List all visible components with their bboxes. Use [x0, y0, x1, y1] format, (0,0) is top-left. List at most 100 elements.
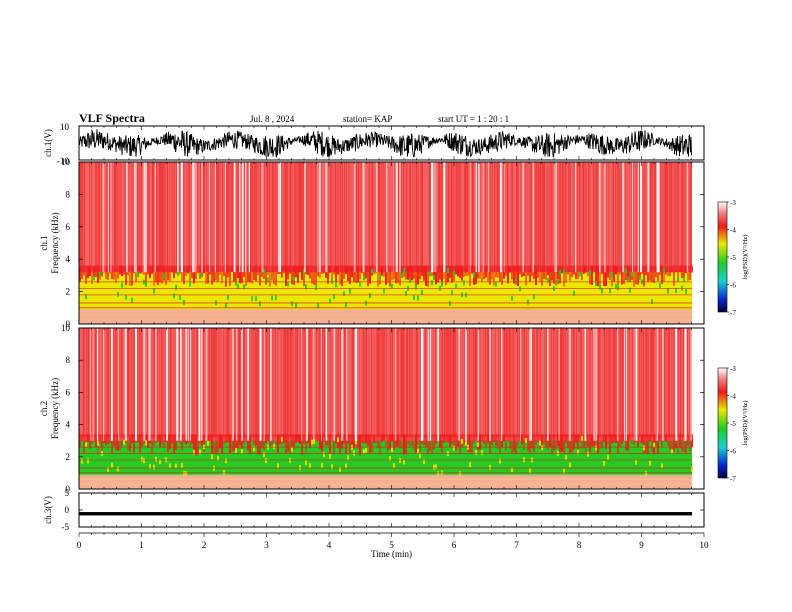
ch2-spectrogram-band-edge — [673, 434, 675, 452]
ch1-spectrogram-ytick-label: 6 — [66, 222, 71, 232]
ch1-spectrogram-band-edge — [181, 265, 183, 281]
ch2-spectrogram-column — [577, 328, 578, 438]
ch1-spectrogram-column — [219, 162, 220, 273]
ch2-spectrogram-streak — [593, 328, 595, 441]
ch2-spectrogram-band-edge — [353, 434, 355, 449]
ch2-spectrogram-band-edge — [301, 434, 303, 456]
ch1-spectrogram-column — [411, 162, 412, 273]
ch1-spectrogram-column — [410, 162, 411, 273]
ch1-spectrogram-column — [618, 162, 619, 273]
ch2-spectrogram-band-speck — [107, 466, 109, 472]
ch2-spectrogram-band-edge — [113, 434, 115, 447]
ch1-spectrogram-band-edge — [267, 265, 269, 275]
ch2-spectrogram-band-edge — [173, 434, 175, 454]
ch2-spectrogram-column — [614, 328, 615, 438]
ch1-spectrogram-column — [676, 162, 677, 273]
ch2-spectrogram-column — [535, 328, 536, 438]
ch1-spectrogram-column — [413, 162, 414, 273]
ch2-spectrogram-band-edge — [639, 434, 641, 444]
ch1-spectrogram-colorbar-tick-label: -5 — [730, 254, 736, 262]
ch2-spectrogram-ytick-label: 10 — [61, 323, 71, 333]
ch1-spectrogram-column — [290, 162, 291, 273]
ch1-spectrogram-column — [366, 162, 367, 273]
ch2-spectrogram-band-speck — [223, 470, 225, 475]
ch2-spectrogram-band-edge — [385, 434, 387, 448]
ch1-spectrogram-band-edge — [285, 265, 287, 287]
ch2-spectrogram-column — [194, 328, 195, 438]
ch2-spectrogram-column — [480, 328, 481, 438]
ch2-spectrogram-column — [108, 328, 109, 438]
time-tick-label: 7 — [514, 540, 519, 550]
ch2-spectrogram-column — [464, 328, 465, 438]
ch1-spectrogram-band-edge — [375, 265, 377, 274]
ch1-spectrogram-band-edge — [659, 265, 661, 276]
ch1-spectrogram-band-speck — [305, 284, 307, 290]
ch2-spectrogram-column — [605, 328, 606, 438]
ch2-spectrogram-band-edge — [407, 434, 409, 445]
ch1-spectrogram-column — [158, 162, 159, 273]
ch2-spectrogram-colorbar — [717, 367, 728, 479]
ch2-spectrogram-band-speck — [595, 445, 597, 451]
ch2-spectrogram-column — [267, 328, 268, 438]
ch2-spectrogram-column — [297, 328, 298, 438]
ch2-spectrogram-band-speck — [185, 471, 187, 477]
ch2-spectrogram-band-edge — [321, 434, 323, 452]
ch2-spectrogram-band-edge — [251, 434, 253, 442]
ch2-spectrogram-band-edge — [223, 434, 225, 445]
ch2-spectrogram-column — [456, 328, 457, 438]
ch1-spectrogram-streak — [277, 162, 279, 273]
ch1-spectrogram-streak — [503, 162, 505, 273]
ch2-spectrogram-column — [597, 328, 598, 438]
ch2-spectrogram-column — [295, 328, 296, 438]
ch2-spectrogram-band-edge — [323, 434, 325, 443]
ch2-spectrogram-band-speck — [499, 458, 501, 464]
ch2-spectrogram-band-edge — [665, 434, 667, 442]
ch1-spectrogram-band-edge — [127, 265, 129, 276]
ch2-spectrogram-column — [172, 328, 173, 438]
ch2-spectrogram-column — [452, 328, 453, 438]
ch1-spectrogram-band-edge — [493, 265, 495, 286]
ch2-spectrogram-band-edge — [669, 434, 671, 451]
ch1-spectrogram-column — [86, 162, 87, 273]
ch1-spectrogram-streak — [500, 162, 503, 273]
ch2-spectrogram-streak — [520, 328, 521, 441]
ch2-spectrogram-column — [369, 328, 370, 438]
ch2-spectrogram-column — [96, 328, 97, 438]
ch2-spectrogram-column — [602, 328, 603, 438]
ch2-spectrogram-column — [368, 328, 369, 438]
ch1-spectrogram-band-speck — [405, 290, 407, 296]
ch2-spectrogram-column — [244, 328, 245, 438]
ch1-spectrogram-column — [429, 162, 430, 273]
ch1-spectrogram-column — [603, 162, 604, 273]
ch1-spectrogram-band-edge — [119, 265, 121, 275]
ch2-spectrogram-column — [92, 328, 93, 438]
ch1-spectrogram-column — [581, 162, 582, 273]
ch2-spectrogram-band-edge — [587, 434, 589, 448]
ch1-spectrogram-column — [356, 162, 357, 273]
ch2-spectrogram-band-speck — [111, 462, 113, 468]
ch1-spectrogram-streak — [599, 162, 601, 273]
ch1-spectrogram-band-edge — [173, 265, 175, 279]
ch2-spectrogram-column — [646, 328, 647, 438]
ch2-spectrogram-band-edge — [121, 434, 123, 447]
ch1-spectrogram-band-speck — [189, 281, 191, 287]
ch1-spectrogram-column — [205, 162, 206, 273]
ch2-spectrogram-column — [441, 328, 442, 438]
ch2-spectrogram-column — [560, 328, 561, 438]
ch1-spectrogram-column — [306, 162, 307, 273]
ch1-spectrogram-column — [238, 162, 239, 273]
ch1-spectrogram-band-edge — [579, 265, 581, 273]
ch1-spectrogram-band-edge — [329, 265, 331, 273]
ch1-spectrogram-column — [675, 162, 676, 273]
ch2-spectrogram-band-edge — [521, 434, 523, 445]
ch2-spectrogram-band-edge — [257, 434, 259, 455]
ch1-spectrogram-band-edge — [309, 265, 311, 279]
ch1-spectrogram-column — [256, 162, 257, 273]
ch1-spectrogram-band-edge — [433, 265, 435, 280]
ch2-spectrogram-band-edge — [503, 434, 505, 442]
ch2-spectrogram-band-edge — [565, 434, 567, 443]
ch1-spectrogram-band-edge — [155, 265, 157, 283]
ch1-spectrogram-column — [688, 162, 689, 273]
ch1-spectrogram-band-edge — [83, 265, 85, 276]
ch1-spectrogram-column — [213, 162, 214, 273]
